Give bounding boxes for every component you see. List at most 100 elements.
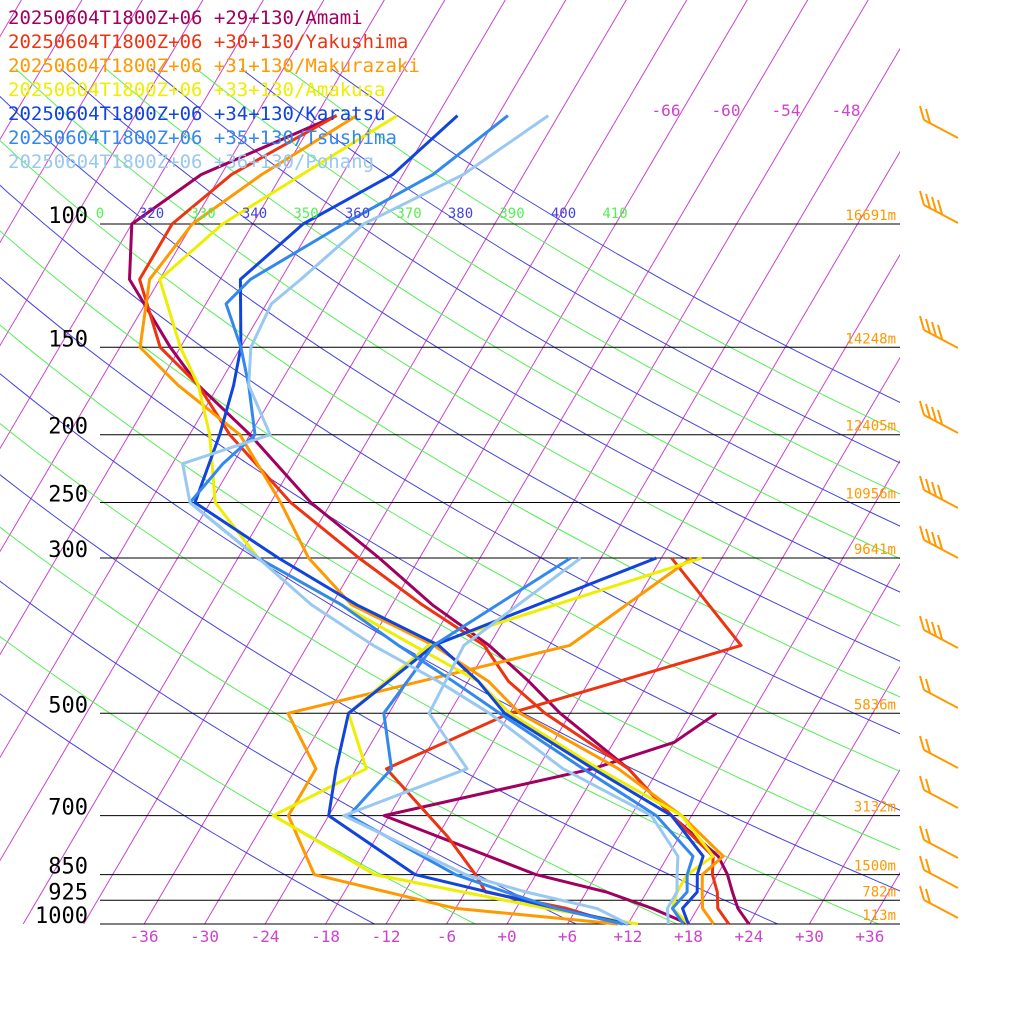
legend-entry: 20250604T1800Z+06 +30+130/Yakushima [8,31,408,53]
wind-barb-flag [925,108,931,124]
wind-barb-flag [919,525,925,541]
wind-barb [919,735,959,769]
wind-barbs [919,105,959,919]
dry-adiabat-line [0,693,376,924]
wind-barb-flag [925,778,931,794]
wind-barb-flag [937,624,943,640]
wind-barb-flag [925,403,931,419]
dewpoint-line [342,556,629,926]
isotherm-line [991,0,1024,924]
legend: 20250604T1800Z+06 +29+130/Amami20250604T… [8,7,420,173]
isotherm-line [446,150,900,924]
wind-barb-flag [931,621,937,637]
pressure-label: 925 [48,880,88,905]
theta-label: 360 [345,206,370,222]
dry-adiabat-line [0,580,578,924]
wind-barb-flag [919,105,925,121]
height-label: 9641m [854,542,896,558]
pressure-label: 850 [48,855,88,880]
theta-label: 0 [96,206,104,222]
temperature-line [181,114,680,925]
wind-barb-flag [931,321,937,337]
wind-barb-flag [925,888,931,904]
temperature-line [188,114,695,925]
height-label: 782m [862,884,896,900]
wind-barb-flag [925,478,931,494]
theta-label: 320 [139,206,164,222]
pressure-label: 200 [48,415,88,440]
height-label: 1500m [854,859,896,875]
dewpoint-line [347,556,624,926]
dry-adiabat-line [0,95,900,662]
wind-barb-flag [925,618,931,634]
dry-adiabat-line [150,68,900,527]
dry-adiabat-line [0,373,900,892]
pressure-label: 1000 [35,904,88,929]
temperature-tick-label: -30 [190,927,219,946]
wind-barb-flag [925,738,931,754]
pressure-label: 150 [48,327,88,352]
wind-barb-flag [925,678,931,694]
wind-barb-flag [919,475,925,491]
temperature-tick-label: -24 [251,927,280,946]
isotherm-line [385,47,900,924]
wind-barb-flag [925,528,931,544]
dry-adiabat-line [60,68,900,593]
pressure-label: 300 [48,538,88,563]
isotherm-line [0,0,204,347]
wind-barb-flag [931,406,937,422]
dry-adiabat-line [0,276,900,811]
temperature-line [138,114,731,925]
wind-barb [919,825,959,859]
upper-temperature-label: -48 [832,101,861,120]
legend-entry: 20250604T1800Z+06 +35+130/Tsushima [8,127,397,149]
isotherm-line [869,871,900,924]
height-label: 3132m [854,800,896,816]
temperature-tick-label: +24 [734,927,763,946]
dry-adiabat-line [0,184,900,735]
wind-barb-flag [919,400,925,416]
dry-adiabat-line [331,68,900,403]
dry-adiabat-line [0,526,679,924]
wind-barb-flag [937,199,943,215]
wind-barb [919,675,959,709]
pressure-label: 250 [48,483,88,508]
isotherm-line [748,665,900,924]
sounding-profiles [128,114,751,926]
height-label: 10956m [845,487,896,503]
pressure-label: 700 [48,796,88,821]
wind-barb-flag [931,531,937,547]
wind-barb-flag [919,735,925,751]
height-label: 5836m [854,697,896,713]
theta-label: 330 [190,206,215,222]
dry-adiabat-line [286,68,900,433]
theta-label: 340 [242,206,267,222]
upper-temperature-label: -60 [712,101,741,120]
isotherm-line [0,0,325,553]
sounding-series [128,114,751,926]
wind-barb-flag [919,855,925,871]
isotherm-line [930,0,1024,924]
theta-label: 410 [602,206,627,222]
dewpoint-line [382,712,718,926]
isotherm-line [0,0,143,244]
dry-adiabat-line [195,68,900,495]
dry-adiabat-line [0,230,900,772]
temperature-tick-label: +12 [614,927,643,946]
wind-barb [919,190,959,224]
temperature-line [128,114,751,925]
wind-barb [919,475,959,509]
wind-barb-flag [919,885,925,901]
theta-label: 350 [293,206,318,222]
wind-barb-flag [925,193,931,209]
wind-barb [919,525,959,559]
legend-entry: 20250604T1800Z+06 +34+130/Karatsu [8,103,386,125]
wind-barb-flag [919,775,925,791]
wind-barb [919,885,959,919]
upper-temperature-label: -66 [652,101,681,120]
wind-barb-flag [931,481,937,497]
height-label: 16691m [845,208,896,224]
isotherm-line [627,459,900,924]
dewpoint-line [327,556,657,926]
